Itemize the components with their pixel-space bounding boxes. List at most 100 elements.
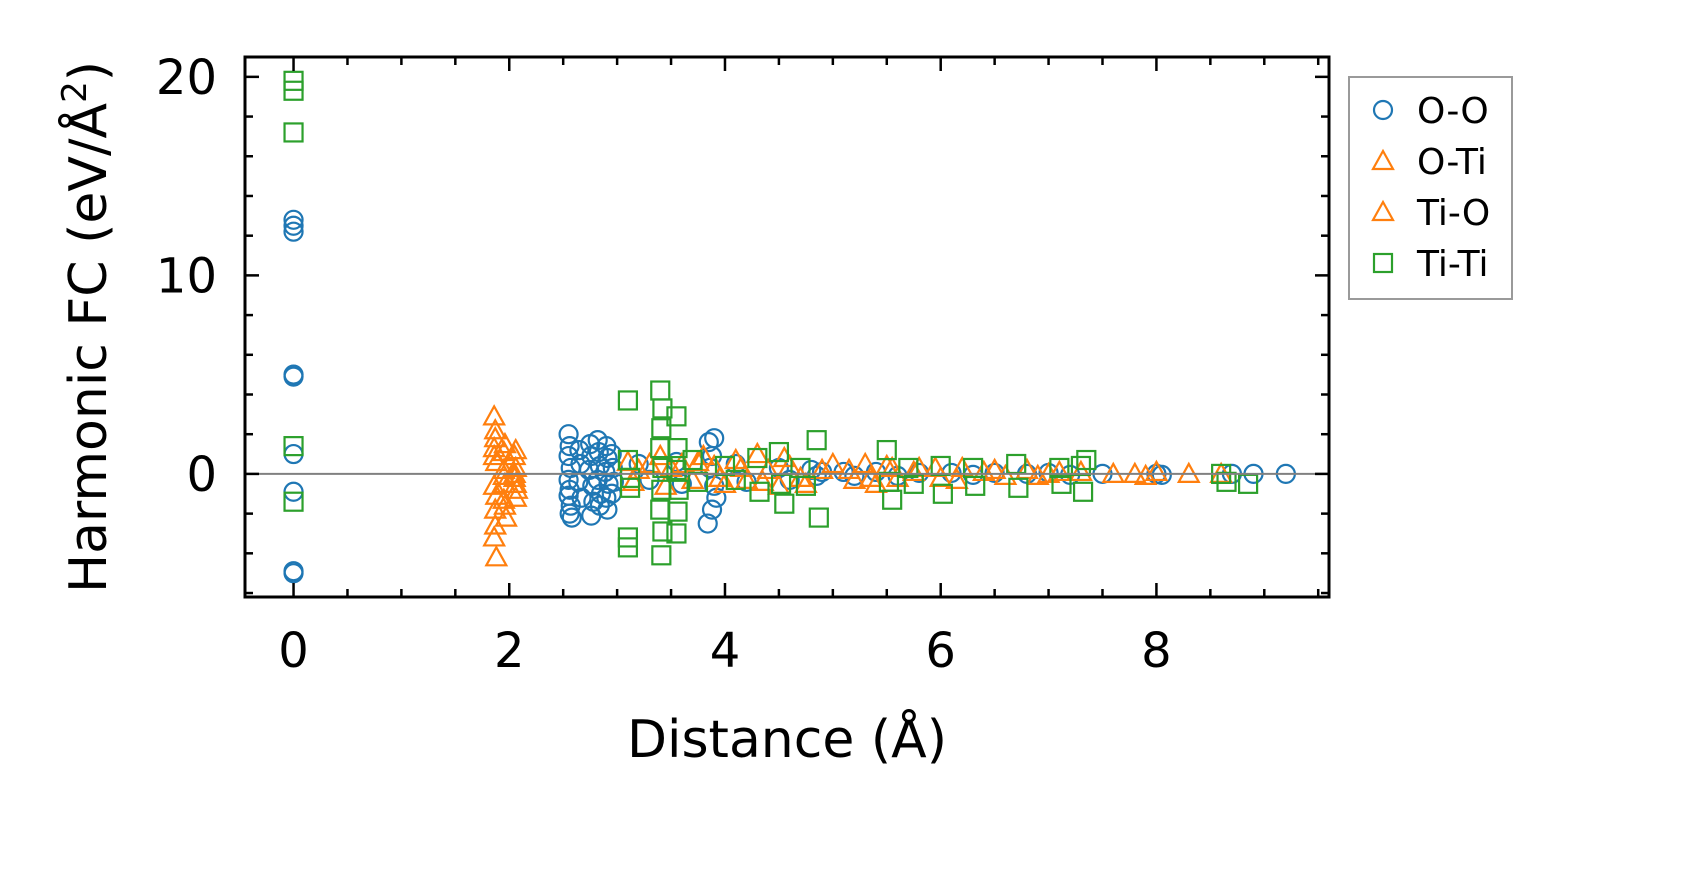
data-point xyxy=(701,499,723,520)
data-point xyxy=(652,521,673,542)
data-point xyxy=(1144,459,1169,482)
data-point xyxy=(482,443,507,466)
data-point xyxy=(837,457,861,480)
data-point xyxy=(558,424,579,445)
data-point xyxy=(1072,481,1094,502)
data-point xyxy=(772,445,797,468)
data-point xyxy=(650,380,671,401)
legend-label-o-ti: O-Ti xyxy=(1417,142,1487,183)
data-point xyxy=(750,469,775,491)
data-point xyxy=(283,209,304,230)
y-axis-title-main: Harmonic FC (eV/Å xyxy=(57,102,119,593)
data-point xyxy=(901,459,926,482)
data-point xyxy=(713,471,737,493)
data-point xyxy=(774,493,795,514)
y-tick-label: 20 xyxy=(156,50,217,106)
data-point xyxy=(667,438,688,459)
data-point xyxy=(283,491,304,512)
data-point xyxy=(283,366,304,387)
data-point xyxy=(597,447,618,469)
data-point xyxy=(680,467,705,489)
data-point xyxy=(571,487,592,508)
data-point xyxy=(617,537,639,558)
data-point xyxy=(687,471,709,492)
data-point xyxy=(569,439,590,461)
x-tick-label: 8 xyxy=(1141,623,1172,679)
data-point xyxy=(1070,455,1092,477)
data-point xyxy=(704,428,725,449)
data-point xyxy=(930,455,951,477)
data-point xyxy=(882,489,903,510)
data-point xyxy=(667,501,688,522)
legend: O-O O-Ti Ti-O Ti-Ti xyxy=(1348,76,1513,300)
data-point xyxy=(494,505,518,527)
y-axis-title-superscript: 2 xyxy=(55,81,95,103)
data-point xyxy=(561,507,582,528)
x-tick-label: 2 xyxy=(494,623,525,679)
x-tick-label: 6 xyxy=(925,623,956,679)
legend-box xyxy=(1348,76,1513,300)
data-point xyxy=(945,467,969,489)
y-tick-label: 0 xyxy=(186,447,217,503)
y-axis-title: Harmonic FC (eV/Å2) xyxy=(55,61,119,593)
data-point xyxy=(568,471,589,492)
data-point xyxy=(714,455,736,477)
data-point xyxy=(482,525,507,547)
x-axis-title: Distance (Å) xyxy=(627,708,947,770)
data-point xyxy=(484,545,509,567)
data-point xyxy=(666,523,687,544)
data-point xyxy=(844,465,865,486)
legend-label-ti-o: Ti-O xyxy=(1416,193,1490,234)
data-point xyxy=(820,451,845,474)
legend-marker-o-ti xyxy=(1371,148,1395,171)
data-point xyxy=(648,443,673,466)
data-point xyxy=(697,513,718,534)
data-point xyxy=(691,443,716,466)
data-point xyxy=(794,471,818,493)
data-point xyxy=(907,455,931,478)
data-point xyxy=(707,465,732,487)
y-axis-title-end: ) xyxy=(59,61,119,81)
data-point xyxy=(745,441,770,464)
data-point xyxy=(682,449,703,471)
data-point xyxy=(283,80,304,101)
data-point xyxy=(668,479,689,500)
data-point xyxy=(898,457,919,479)
data-point xyxy=(559,436,580,457)
x-tick-label: 4 xyxy=(710,623,741,679)
data-point xyxy=(1049,457,1070,479)
data-point xyxy=(601,483,622,504)
y-tick-label: 10 xyxy=(156,248,217,304)
data-point xyxy=(698,432,719,453)
data-point xyxy=(858,465,883,487)
legend-marker-ti-ti xyxy=(1372,252,1394,274)
data-point xyxy=(932,483,953,504)
plot-frame xyxy=(243,55,1331,599)
data-point xyxy=(1006,453,1027,475)
data-point xyxy=(503,471,528,493)
data-point xyxy=(1076,449,1097,471)
axis-ticks xyxy=(245,57,1329,597)
data-point xyxy=(669,451,694,474)
data-point xyxy=(493,431,517,454)
data-point xyxy=(853,451,878,474)
data-point xyxy=(617,390,639,411)
data-point xyxy=(749,481,770,502)
data-point xyxy=(876,439,897,461)
data-point xyxy=(503,485,528,507)
legend-marker-o-o xyxy=(1372,99,1394,121)
x-tick-label: 0 xyxy=(278,623,309,679)
data-point xyxy=(795,475,816,496)
data-point xyxy=(666,406,687,427)
data-point xyxy=(283,215,304,236)
data-point xyxy=(283,436,304,457)
data-point xyxy=(806,430,827,451)
data-point xyxy=(729,455,754,478)
data-marks xyxy=(283,70,1296,584)
data-point xyxy=(504,477,529,499)
data-point xyxy=(483,417,508,440)
data-point xyxy=(652,457,673,479)
data-point xyxy=(483,513,508,535)
series-ti-ti xyxy=(283,70,1259,566)
